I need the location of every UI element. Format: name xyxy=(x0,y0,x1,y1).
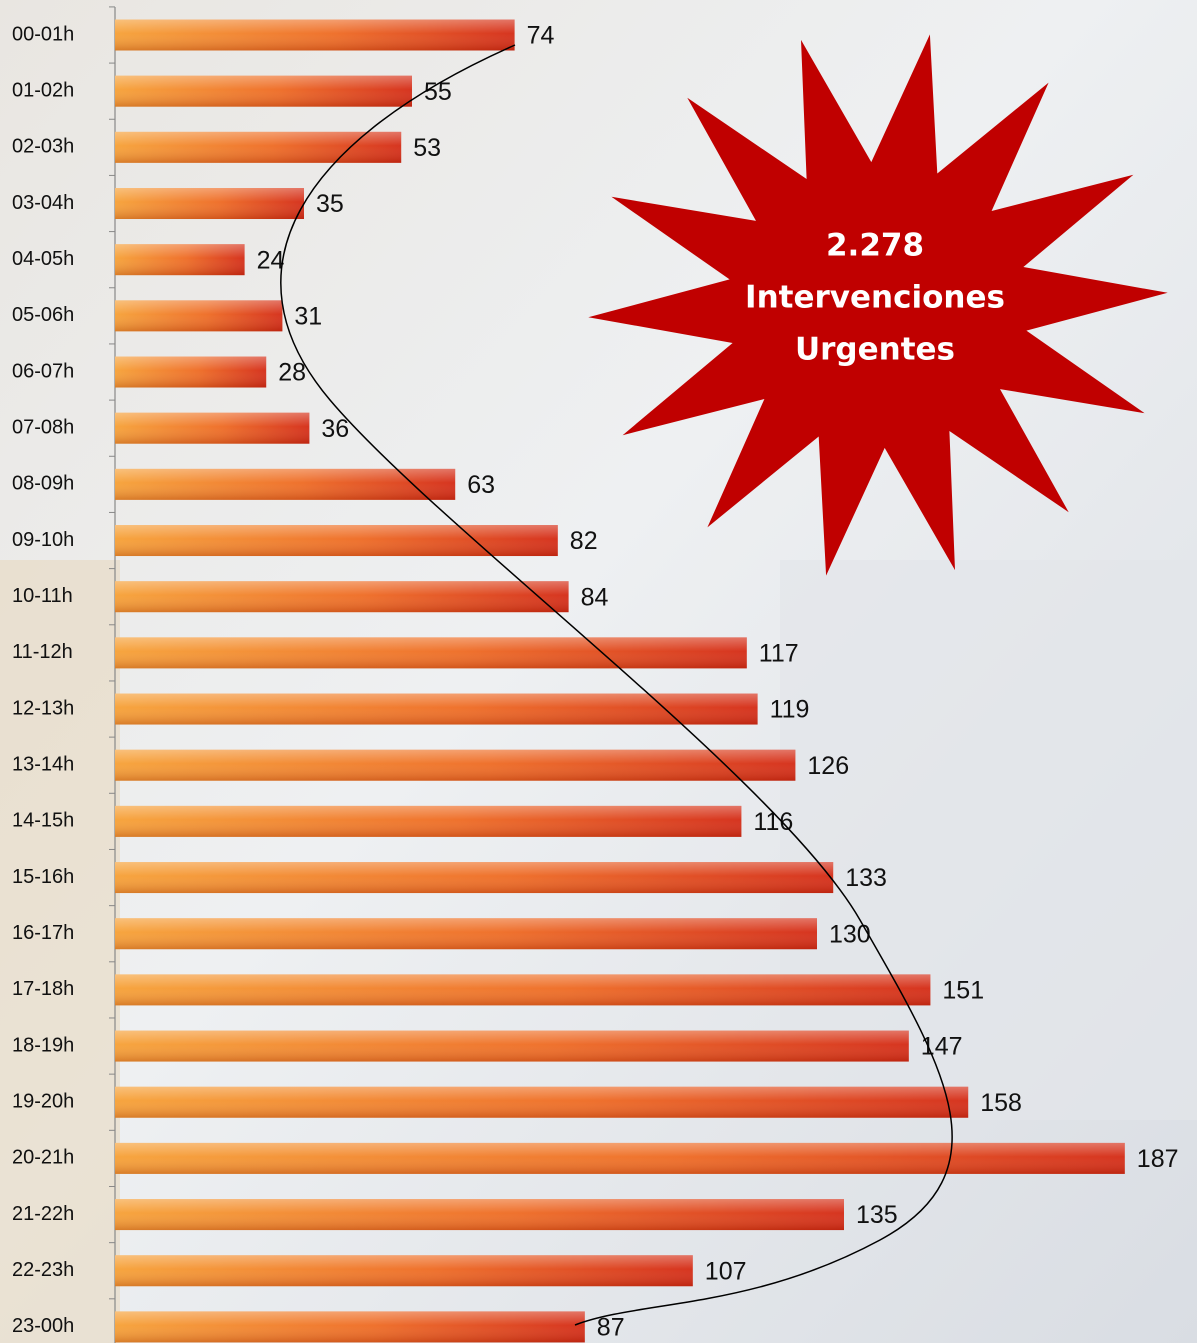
annotation: Intervenciones xyxy=(745,280,1005,316)
y-tick-label: 18-19h xyxy=(12,1034,74,1056)
trend-curve xyxy=(280,44,953,1326)
y-tick-label: 01-02h xyxy=(12,79,74,101)
y-tick-label: 09-10h xyxy=(12,529,74,551)
bar-shine xyxy=(115,19,515,51)
y-tick-label: 15-16h xyxy=(12,866,74,888)
value-label: 187 xyxy=(1137,1145,1179,1173)
bar-shine xyxy=(115,974,931,1006)
value-label: 158 xyxy=(980,1089,1022,1117)
bar-shine xyxy=(115,1311,585,1343)
bar-shine xyxy=(115,356,267,388)
value-label: 87 xyxy=(597,1314,625,1342)
y-tick-label: 07-08h xyxy=(12,416,74,438)
value-label: 63 xyxy=(467,471,495,499)
bar-shine xyxy=(115,862,834,894)
bar-shine xyxy=(115,75,412,107)
y-tick-label: 05-06h xyxy=(12,304,74,326)
value-label: 117 xyxy=(759,639,799,667)
y-tick-label: 13-14h xyxy=(12,753,74,775)
value-label: 31 xyxy=(294,302,322,330)
bar-shine xyxy=(115,1086,969,1118)
bar-shine xyxy=(115,131,402,163)
bar-shine xyxy=(115,1030,909,1062)
y-tick-label: 16-17h xyxy=(12,922,74,944)
value-label: 133 xyxy=(845,864,887,892)
background-photo xyxy=(780,560,1197,1120)
y-tick-label: 04-05h xyxy=(12,248,74,270)
value-label: 36 xyxy=(321,415,349,443)
y-tick-label: 22-23h xyxy=(12,1259,74,1281)
value-label: 119 xyxy=(770,696,810,724)
value-label: 53 xyxy=(413,134,441,162)
value-label: 35 xyxy=(316,190,344,218)
y-tick-label: 08-09h xyxy=(12,473,74,495)
bar-shine xyxy=(115,637,747,669)
plot-area: 00-01h 74 01-02h 55 02-03h 53 03-04h 35 04-05h 24… xyxy=(12,6,1179,1343)
y-tick-label: 06-07h xyxy=(12,360,74,382)
bar-shine xyxy=(115,525,558,557)
y-tick-label: 11-12h xyxy=(12,641,73,663)
y-tick-label: 14-15h xyxy=(12,810,74,832)
bar-shine xyxy=(115,188,304,220)
bar-shine xyxy=(115,693,758,725)
y-tick-label: 03-04h xyxy=(12,192,74,214)
y-tick-label: 23-00h xyxy=(12,1315,74,1337)
value-label: 147 xyxy=(921,1033,963,1061)
bar-shine xyxy=(115,244,245,276)
star-badge xyxy=(588,34,1168,576)
bar-shine xyxy=(115,1199,844,1231)
value-label: 82 xyxy=(570,527,598,555)
bar-shine xyxy=(115,805,742,837)
background-photo xyxy=(0,560,120,1343)
annotation: Urgentes xyxy=(795,332,955,368)
y-tick-label: 21-22h xyxy=(12,1203,74,1225)
y-tick-label: 20-21h xyxy=(12,1147,74,1169)
bar-shine xyxy=(115,749,796,781)
y-tick-label: 02-03h xyxy=(12,136,74,158)
y-tick-label: 17-18h xyxy=(12,978,74,1000)
annotation: 2.278 xyxy=(826,228,924,264)
value-label: 151 xyxy=(942,976,984,1004)
value-label: 84 xyxy=(581,583,609,611)
y-tick-label: 10-11h xyxy=(12,585,73,607)
value-label: 135 xyxy=(856,1201,898,1229)
bar-shine xyxy=(115,468,456,500)
bar-shine xyxy=(115,581,569,613)
value-label: 107 xyxy=(705,1257,747,1285)
bar-shine xyxy=(115,1142,1125,1174)
bar-shine xyxy=(115,412,310,444)
value-label: 126 xyxy=(807,752,849,780)
value-label: 74 xyxy=(527,22,555,50)
y-tick-label: 00-01h xyxy=(12,23,74,45)
value-label: 55 xyxy=(424,78,452,106)
value-label: 130 xyxy=(829,920,871,948)
y-tick-label: 12-13h xyxy=(12,697,74,719)
value-label: 28 xyxy=(278,359,306,387)
bar-shine xyxy=(115,300,283,332)
value-label: 24 xyxy=(257,246,285,274)
y-tick-label: 19-20h xyxy=(12,1091,74,1113)
bar-shine xyxy=(115,1255,693,1287)
bar-shine xyxy=(115,918,817,950)
